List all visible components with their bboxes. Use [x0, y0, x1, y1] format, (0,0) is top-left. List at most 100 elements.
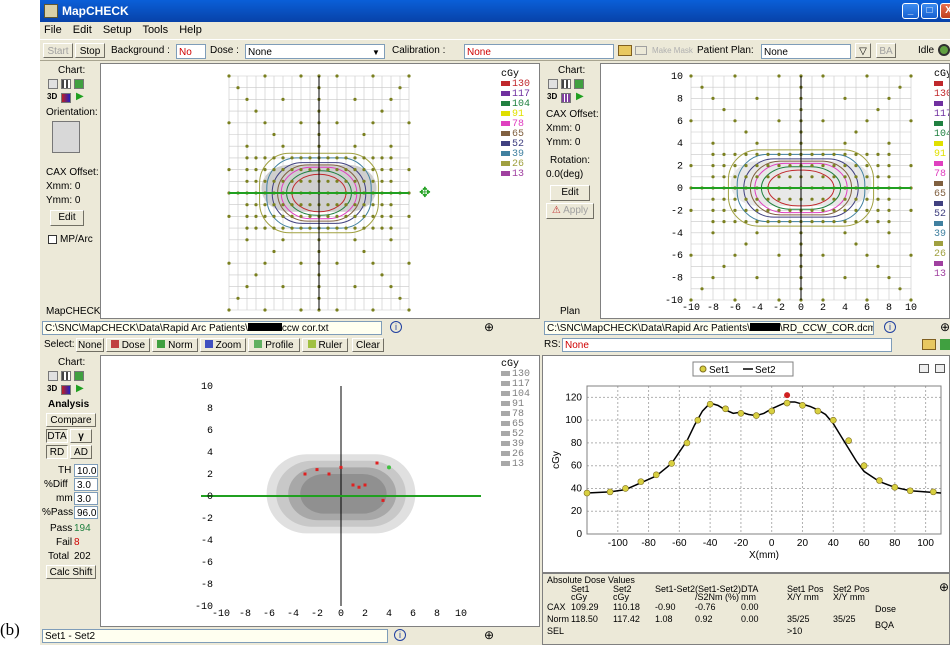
chart-option-icon[interactable] — [919, 364, 929, 373]
analysis-view-3d-icon[interactable]: 3D — [47, 384, 58, 393]
stop-button[interactable]: Stop — [75, 43, 105, 58]
detector-point — [832, 164, 836, 168]
minimize-button[interactable]: _ — [902, 3, 919, 19]
play-icon[interactable]: ▶ — [76, 91, 84, 102]
background-field[interactable]: No — [176, 44, 206, 59]
apply-button[interactable]: ⚠ Apply — [546, 203, 594, 219]
chart-export-icon[interactable] — [935, 364, 945, 373]
plan-dose-map[interactable]: 10 8 6 4 2 0 -2 -4 -6 -8 -10-10 -8 -6 -4 -2 0 2 4 6 8 10 cGy… — [600, 63, 950, 319]
chart-3d-icon[interactable] — [48, 79, 58, 89]
legend-swatch — [934, 160, 943, 166]
rs-field[interactable]: None — [562, 338, 892, 352]
info-icon[interactable]: i — [390, 321, 402, 333]
calc-shift-button[interactable]: Calc Shift — [46, 565, 96, 579]
menu-edit[interactable]: Edit — [72, 24, 92, 36]
dose-select[interactable]: None — [245, 44, 385, 59]
analysis-chart-3d-icon[interactable] — [48, 371, 58, 381]
select-profile-button[interactable]: Profile — [248, 338, 300, 352]
plan-file-path[interactable]: C:\SNC\MapCHECK\Data\Rapid Arc Patients\… — [544, 321, 874, 335]
zoom-icon[interactable]: ⊕ — [484, 320, 495, 334]
orientation-device-icon[interactable] — [52, 121, 80, 153]
th-field[interactable]: 10.0 — [74, 464, 98, 477]
detector-point — [299, 179, 303, 183]
patient-plan-field[interactable]: None — [761, 44, 851, 59]
select-clear-button[interactable]: Clear — [352, 338, 384, 352]
select-norm-button[interactable]: Norm — [152, 338, 198, 352]
gamma-button[interactable]: γ — [70, 429, 92, 443]
select-none-button[interactable]: None — [76, 338, 104, 352]
analysis-contour-icon[interactable] — [74, 371, 84, 381]
patient-plan-dropdown-icon[interactable]: ▽ — [855, 43, 871, 58]
plan-info-icon[interactable]: i — [884, 321, 896, 333]
legend-swatch — [501, 80, 510, 86]
mparc-checkbox[interactable] — [48, 235, 57, 244]
detector-point — [263, 261, 267, 265]
pass-pct-field[interactable]: 96.0 — [74, 506, 98, 519]
detector-point — [245, 179, 249, 183]
legend-swatch — [501, 150, 510, 156]
measured-dose-map[interactable]: ✥ cGy 130 117 104 91 78 65 52 39 26 13 — [100, 63, 540, 319]
rs-action-icon[interactable] — [940, 339, 950, 350]
ad-button[interactable]: AD — [70, 445, 92, 459]
analysis-grid-icon[interactable] — [61, 371, 71, 381]
menu-setup[interactable]: Setup — [102, 24, 132, 36]
menu-file[interactable]: File — [44, 24, 62, 36]
colormap-icon[interactable] — [61, 93, 71, 103]
detector-point — [353, 168, 357, 172]
analysis-play-icon[interactable]: ▶ — [76, 383, 84, 394]
calibration-field[interactable]: None — [464, 44, 614, 59]
detector-point — [865, 74, 869, 78]
plan-edit-button[interactable]: Edit — [550, 185, 590, 201]
grid-icon[interactable] — [61, 79, 71, 89]
rd-button[interactable]: RD — [46, 445, 68, 459]
detector-point — [777, 74, 781, 78]
failed-point — [381, 498, 385, 502]
table-zoom-icon[interactable]: ⊕ — [939, 580, 950, 594]
analysis-map[interactable]: 10 8 6 4 2 0 -2 -4 -6 -8 -10 -10 -8 -6 -4 -2 0 2 4 6 8 10 cGy… — [100, 355, 540, 627]
profile-chart[interactable]: 0 20 40 60 80 100 120 -100 -80 -60 -40 -20 0 20 40 60 80… — [542, 355, 950, 573]
maximize-button[interactable]: □ — [921, 3, 938, 19]
detector-point — [887, 141, 891, 145]
detector-point — [744, 152, 748, 156]
close-button[interactable]: X — [940, 3, 950, 19]
analysis-status-field[interactable]: Set1 - Set2 — [42, 629, 388, 643]
status-text: Idle — [918, 45, 935, 56]
measured-file-path[interactable]: C:\SNC\MapCHECK\Data\Rapid Arc Patients\… — [42, 321, 382, 335]
select-ruler-button[interactable]: Ruler — [302, 338, 348, 352]
select-zoom-button[interactable]: Zoom — [200, 338, 246, 352]
analysis-info-icon[interactable]: i — [394, 629, 406, 641]
menu-help[interactable]: Help — [179, 24, 202, 36]
open-folder-icon[interactable] — [618, 45, 632, 56]
x-tick-label: -10 — [682, 303, 700, 314]
save-icon[interactable] — [635, 46, 647, 55]
plan-contour-icon[interactable] — [574, 79, 584, 89]
y-tick-label: 0 — [207, 492, 213, 503]
plan-colormap-icon[interactable] — [561, 93, 571, 103]
menu-tools[interactable]: Tools — [142, 24, 169, 36]
edit-offset-button[interactable]: Edit — [50, 210, 84, 226]
select-bar: Select: None Dose Norm Zoom Profile Rule… — [42, 337, 540, 353]
plan-zoom-icon[interactable]: ⊕ — [940, 320, 950, 334]
plan-grid-icon[interactable] — [561, 79, 571, 89]
plan-play-icon[interactable]: ▶ — [576, 91, 584, 102]
plan-chart-3d-icon[interactable] — [548, 79, 558, 89]
view-3d-icon[interactable]: 3D — [47, 92, 58, 101]
analysis-zoom-icon[interactable]: ⊕ — [484, 628, 495, 642]
ba-button[interactable]: BA — [876, 43, 896, 58]
rs-open-folder-icon[interactable] — [922, 339, 936, 350]
table-cell: 117.42 — [613, 614, 640, 624]
detector-point — [711, 96, 715, 100]
select-dose-button[interactable]: Dose — [106, 338, 150, 352]
diff-field[interactable]: 3.0 — [74, 478, 98, 491]
dose-dropdown-icon[interactable]: ▼ — [372, 48, 380, 57]
contour-icon[interactable] — [74, 79, 84, 89]
start-button[interactable]: Start — [43, 43, 73, 58]
compare-button[interactable]: Compare — [46, 413, 96, 427]
dta-button[interactable]: DTA — [46, 429, 68, 443]
y-tick-label: -2 — [201, 514, 213, 525]
measured-dose-legend: cGy 130 117 104 91 78 65 52 39 26 13 — [501, 70, 530, 180]
plan-view-3d-icon[interactable]: 3D — [547, 92, 558, 101]
mm-field[interactable]: 3.0 — [74, 492, 98, 505]
analysis-colormap-icon[interactable] — [61, 385, 71, 395]
detector-point — [308, 203, 312, 207]
